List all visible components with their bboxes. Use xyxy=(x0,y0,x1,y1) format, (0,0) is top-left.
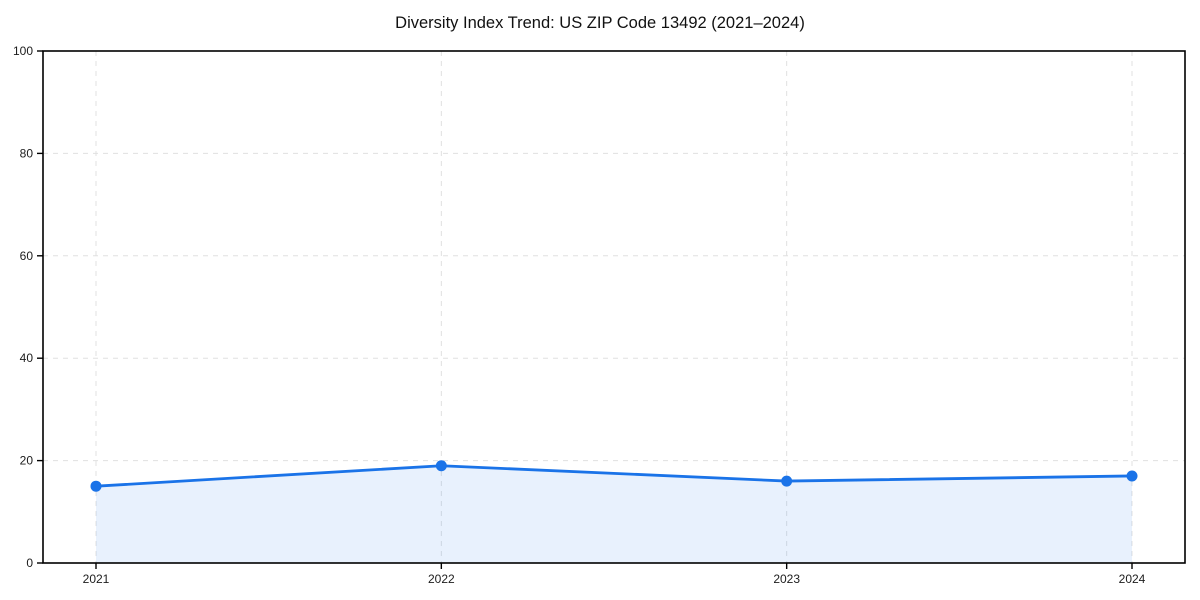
series-area-line xyxy=(90,460,1138,563)
y-tick-label: 40 xyxy=(20,351,34,365)
y-tick-label: 20 xyxy=(20,454,34,468)
y-tick-label: 60 xyxy=(20,249,34,263)
chart-title: Diversity Index Trend: US ZIP Code 13492… xyxy=(395,14,805,32)
y-tick-label: 0 xyxy=(26,556,33,570)
x-tick-label: 2024 xyxy=(1119,572,1146,586)
data-point xyxy=(1126,470,1138,482)
plot-border xyxy=(42,50,1186,564)
data-point xyxy=(781,475,793,487)
y-tick-label: 100 xyxy=(13,44,33,58)
x-tick-label: 2023 xyxy=(773,572,800,586)
trend-line xyxy=(94,464,1134,488)
area-fill xyxy=(96,465,1132,563)
x-tick-label: 2022 xyxy=(428,572,455,586)
x-tick-label: 2021 xyxy=(83,572,110,586)
data-point xyxy=(435,460,447,472)
data-point xyxy=(90,480,102,492)
y-tick-label: 80 xyxy=(20,146,34,160)
axes: 0 20 40 60 80 100 2021 2022 2023 2024 xyxy=(13,44,1186,586)
